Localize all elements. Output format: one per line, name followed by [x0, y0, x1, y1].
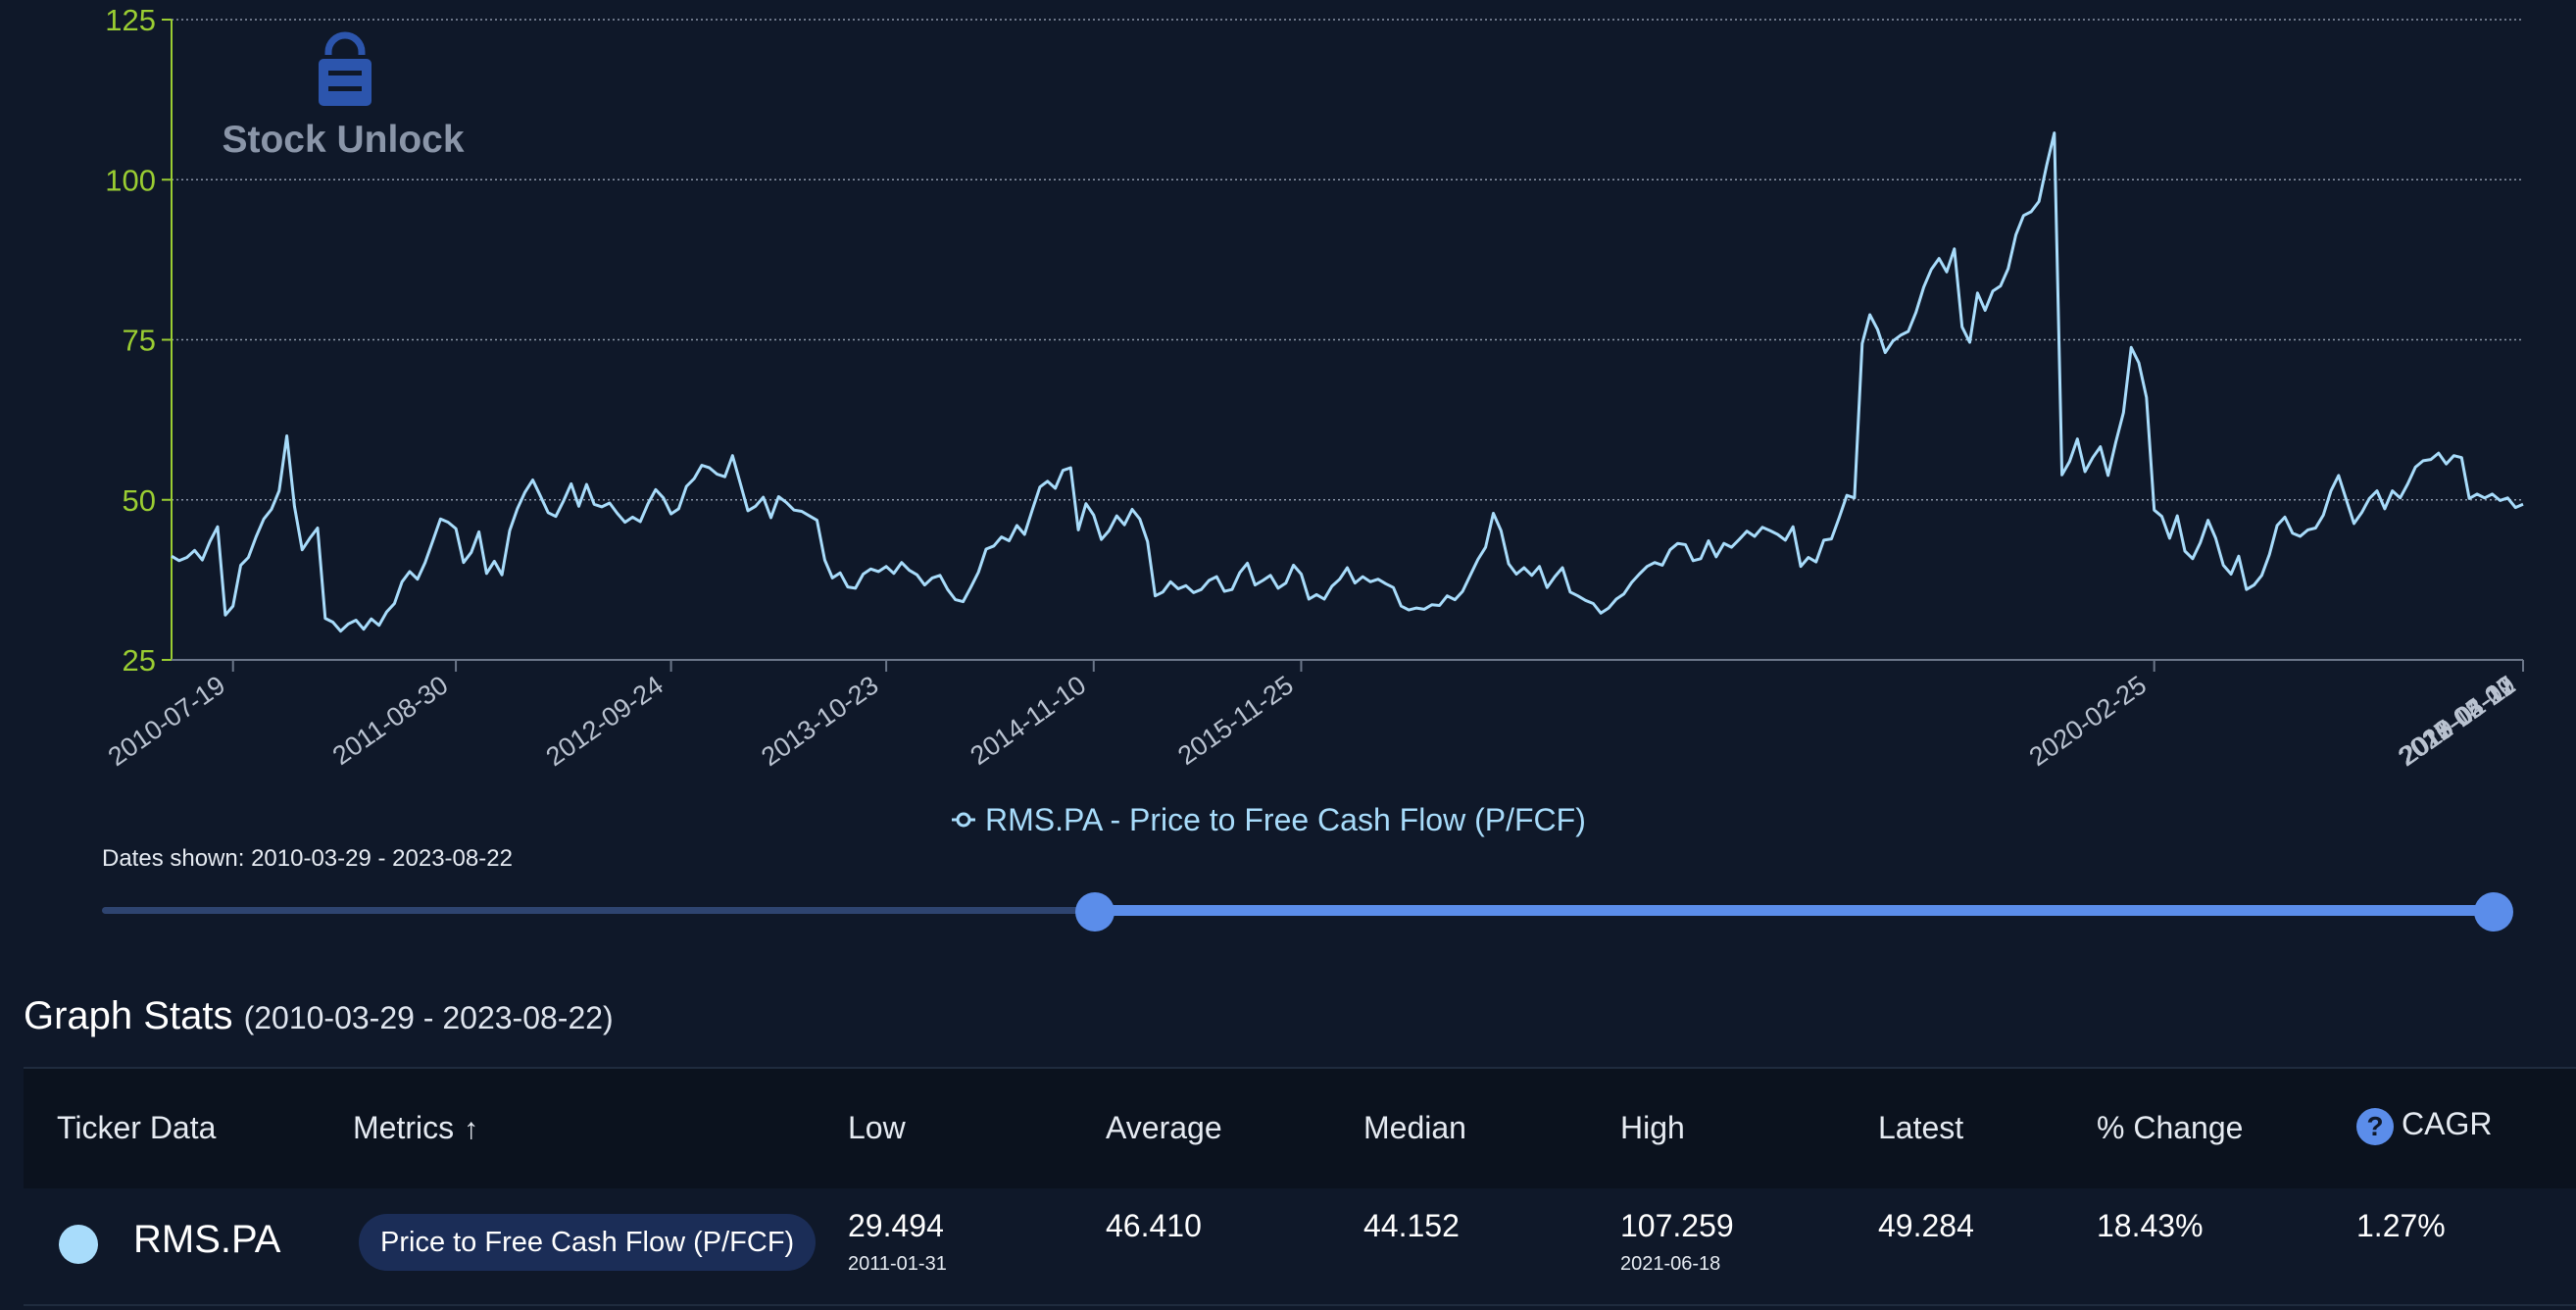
y-tick-label: 25: [123, 643, 156, 678]
legend-label[interactable]: RMS.PA - Price to Free Cash Flow (P/FCF): [985, 802, 1586, 837]
x-tick-label: 2011-08-30: [327, 670, 454, 771]
graph-stats-range: (2010-03-29 - 2023-08-22): [243, 1000, 614, 1035]
dates-shown-label: Dates shown: 2010-03-29 - 2023-08-22: [102, 845, 513, 872]
x-tick-label: 2023-08-22: [2393, 670, 2520, 772]
latest-value: 49.284: [1878, 1208, 1974, 1243]
stats-table: Ticker Data Metrics ↑ Low Average Median …: [24, 1067, 2576, 1306]
col-cagr[interactable]: ? CAGR: [2356, 1106, 2492, 1145]
median-value: 44.152: [1363, 1208, 1460, 1243]
y-tick-label: 100: [105, 163, 156, 197]
help-icon[interactable]: ?: [2356, 1107, 2394, 1145]
y-tick-label: 75: [123, 324, 156, 358]
slider-end-handle[interactable]: [2474, 892, 2513, 932]
col-metrics-label: Metrics: [353, 1110, 455, 1145]
y-tick-label: 50: [123, 483, 156, 518]
slider-selected-range: [1094, 905, 2494, 916]
low-value: 29.494: [848, 1208, 944, 1243]
logo-text: Stock Unlock: [222, 119, 464, 161]
cagr-value: 1.27%: [2356, 1208, 2446, 1243]
x-tick-label: 2010-07-19: [103, 670, 230, 772]
legend-point-marker: [956, 812, 971, 828]
x-tick-label: 2013-10-23: [756, 670, 883, 772]
col-metrics[interactable]: Metrics ↑: [353, 1110, 478, 1146]
col-latest[interactable]: Latest: [1878, 1110, 1964, 1145]
x-tick-label: 2020-02-25: [2024, 670, 2152, 772]
graph-stats-title: Graph Stats (2010-03-29 - 2023-08-22): [24, 994, 614, 1038]
col-average[interactable]: Average: [1106, 1110, 1222, 1145]
change-value: 18.43%: [2097, 1208, 2204, 1243]
col-cagr-label: CAGR: [2402, 1106, 2493, 1141]
col-change[interactable]: % Change: [2097, 1110, 2244, 1145]
stats-header-row: [24, 1067, 2576, 1190]
graph-stats-label: Graph Stats: [24, 994, 233, 1037]
high-value: 107.259: [1620, 1208, 1734, 1243]
col-median[interactable]: Median: [1363, 1110, 1466, 1145]
x-tick-label: 2015-11-25: [1172, 670, 1299, 771]
lock-icon: [319, 31, 372, 106]
series-line[interactable]: [171, 131, 2524, 633]
high-date: 2021-06-18: [1620, 1253, 1721, 1275]
col-high[interactable]: High: [1620, 1110, 1685, 1145]
x-tick-label: 2014-11-10: [966, 670, 1092, 771]
y-axis: 25 50 75 100 125: [105, 3, 173, 678]
series-color-dot: [59, 1225, 98, 1264]
logo-watermark: Stock Unlock: [222, 31, 465, 161]
chart-gridlines: [172, 19, 2523, 501]
slider-start-handle[interactable]: [1074, 892, 1115, 932]
col-low[interactable]: Low: [848, 1110, 906, 1145]
ticker-symbol[interactable]: RMS.PA: [133, 1218, 281, 1261]
low-date: 2011-01-31: [848, 1253, 947, 1275]
date-range-slider[interactable]: [102, 892, 2513, 932]
sort-ascending-icon[interactable]: ↑: [464, 1113, 479, 1145]
x-tick-label: 2012-09-24: [541, 670, 669, 772]
x-axis: 2010-07-19 2011-08-30 2012-09-24 2013-10-23…: [103, 659, 2524, 772]
col-ticker-data[interactable]: Ticker Data: [57, 1110, 217, 1145]
y-tick-label: 125: [105, 3, 156, 37]
average-value: 46.410: [1106, 1208, 1202, 1243]
metric-badge[interactable]: Price to Free Cash Flow (P/FCF): [359, 1214, 817, 1271]
chart-legend[interactable]: RMS.PA - Price to Free Cash Flow (P/FCF): [952, 802, 1586, 837]
pfcf-chart: 25 50 75 100 125 2010-07-19 2011-08-30 2012-09…: [103, 3, 2524, 837]
chart-series: [171, 131, 2524, 633]
